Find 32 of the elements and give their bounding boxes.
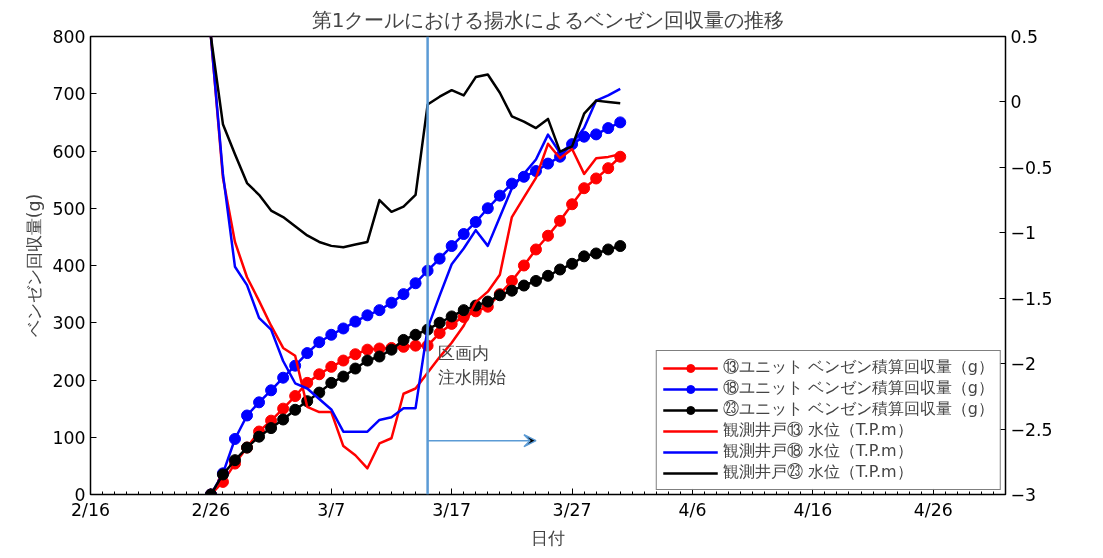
- x-tick-label: 4/26: [913, 499, 953, 520]
- x-axis-title: 日付: [531, 527, 565, 548]
- y2-tick-label: −2.5: [1010, 419, 1053, 440]
- legend-label: ⑱ユニット ベンゼン積算回収量（g）: [722, 378, 994, 399]
- y2-tick-label: −1: [1010, 223, 1037, 244]
- y2-tick-label: −1.5: [1010, 288, 1053, 309]
- y-tick-label: 400: [52, 256, 86, 276]
- legend-label: 観測井戸⑱ 水位（T.P.m）: [722, 441, 913, 462]
- y-tick-label: 600: [52, 141, 86, 162]
- x-tick-label: 3/27: [552, 499, 592, 520]
- legend-label: ⑬ユニット ベンゼン積算回収量（g）: [722, 357, 994, 378]
- y-tick-label: 800: [52, 27, 86, 47]
- legend-label: 観測井戸⑬ 水位（T.P.m）: [722, 420, 913, 441]
- y-tick-label: 100: [52, 427, 86, 448]
- chart-title: 第1クールにおける揚水によるベンゼン回収量の推移: [311, 7, 785, 32]
- y2-tick-label: 0: [1010, 92, 1022, 113]
- x-tick-label: 3/17: [432, 499, 472, 520]
- y-tick-label: 700: [52, 84, 86, 105]
- legend-label: 観測井戸㉓ 水位（T.P.m）: [722, 462, 913, 483]
- y2-tick-label: 0.5: [1010, 27, 1039, 47]
- x-tick-label: 3/7: [317, 499, 346, 520]
- x-tick-label: 4/6: [678, 499, 707, 520]
- legend-label: ㉓ユニット ベンゼン積算回収量（g）: [722, 399, 994, 420]
- y-tick-label: 200: [52, 370, 86, 391]
- y2-tick-label: −0.5: [1010, 157, 1053, 178]
- x-tick-label: 2/26: [191, 499, 231, 520]
- y2-tick-label: −2: [1010, 354, 1037, 375]
- y-tick-label: 500: [52, 198, 86, 219]
- y-axis-title: ベンゼン回収量(g): [24, 193, 45, 338]
- y2-tick-label: −3: [1010, 485, 1037, 505]
- y-tick-label: 300: [52, 313, 86, 334]
- x-tick-label: 4/16: [793, 499, 833, 520]
